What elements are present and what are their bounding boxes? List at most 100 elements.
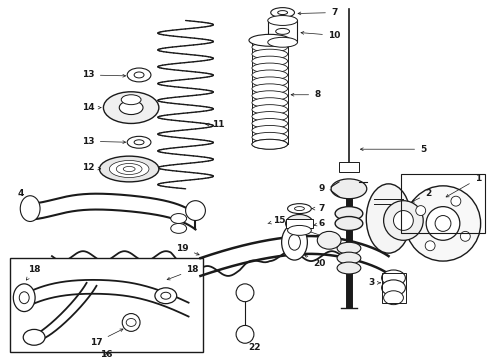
Ellipse shape bbox=[171, 224, 187, 233]
Text: 11: 11 bbox=[206, 120, 224, 129]
Ellipse shape bbox=[382, 280, 405, 296]
Ellipse shape bbox=[337, 262, 361, 274]
Ellipse shape bbox=[99, 156, 159, 182]
Text: 7: 7 bbox=[312, 204, 324, 213]
Ellipse shape bbox=[252, 125, 288, 135]
Ellipse shape bbox=[252, 35, 288, 45]
Bar bbox=[268, 21, 297, 42]
Text: 4: 4 bbox=[17, 189, 30, 206]
Text: 6: 6 bbox=[314, 219, 324, 228]
Text: 7: 7 bbox=[298, 8, 337, 17]
Text: 15: 15 bbox=[268, 216, 286, 225]
Text: 20: 20 bbox=[305, 255, 325, 267]
Ellipse shape bbox=[335, 207, 363, 220]
Ellipse shape bbox=[134, 140, 144, 145]
Ellipse shape bbox=[382, 270, 405, 286]
Ellipse shape bbox=[268, 15, 297, 26]
Text: 12: 12 bbox=[82, 162, 101, 171]
Ellipse shape bbox=[116, 163, 142, 175]
Ellipse shape bbox=[252, 77, 288, 87]
Ellipse shape bbox=[317, 231, 341, 249]
Ellipse shape bbox=[20, 196, 40, 221]
Text: 18: 18 bbox=[26, 265, 40, 280]
Text: 21: 21 bbox=[288, 222, 326, 238]
Circle shape bbox=[416, 206, 426, 216]
Ellipse shape bbox=[276, 28, 290, 34]
Circle shape bbox=[393, 211, 413, 230]
Circle shape bbox=[435, 216, 451, 231]
Ellipse shape bbox=[286, 215, 313, 232]
Text: 8: 8 bbox=[291, 90, 320, 99]
Text: 16: 16 bbox=[100, 350, 113, 359]
Ellipse shape bbox=[289, 234, 300, 250]
Ellipse shape bbox=[335, 216, 363, 230]
Bar bbox=[401, 174, 485, 233]
Ellipse shape bbox=[252, 42, 288, 52]
Ellipse shape bbox=[171, 213, 187, 224]
Text: 2: 2 bbox=[412, 189, 431, 202]
Text: 13: 13 bbox=[82, 137, 125, 146]
Bar bbox=[339, 162, 359, 172]
Ellipse shape bbox=[252, 70, 288, 80]
Ellipse shape bbox=[278, 10, 288, 14]
Ellipse shape bbox=[134, 72, 144, 78]
Ellipse shape bbox=[288, 204, 311, 213]
Ellipse shape bbox=[252, 139, 288, 149]
Ellipse shape bbox=[252, 91, 288, 101]
Ellipse shape bbox=[252, 139, 288, 149]
Circle shape bbox=[236, 284, 254, 302]
Ellipse shape bbox=[252, 118, 288, 129]
Text: 9: 9 bbox=[318, 184, 336, 193]
Ellipse shape bbox=[103, 92, 159, 123]
Ellipse shape bbox=[252, 56, 288, 66]
Text: 10: 10 bbox=[301, 31, 340, 40]
Ellipse shape bbox=[367, 184, 411, 253]
Ellipse shape bbox=[121, 95, 141, 105]
Text: 22: 22 bbox=[247, 340, 261, 352]
Ellipse shape bbox=[252, 112, 288, 121]
Ellipse shape bbox=[282, 224, 307, 260]
Ellipse shape bbox=[384, 291, 403, 305]
Ellipse shape bbox=[331, 179, 367, 199]
Ellipse shape bbox=[252, 132, 288, 142]
Ellipse shape bbox=[337, 242, 361, 254]
Text: 18: 18 bbox=[167, 265, 199, 280]
Circle shape bbox=[405, 186, 481, 261]
Bar bbox=[382, 273, 406, 303]
Text: 14: 14 bbox=[82, 103, 101, 112]
Text: 3: 3 bbox=[368, 278, 380, 287]
Bar bbox=[10, 258, 203, 352]
Circle shape bbox=[425, 241, 435, 251]
Ellipse shape bbox=[252, 63, 288, 73]
Ellipse shape bbox=[123, 166, 135, 172]
Circle shape bbox=[122, 314, 140, 331]
Ellipse shape bbox=[119, 101, 143, 114]
Ellipse shape bbox=[13, 284, 35, 311]
Ellipse shape bbox=[23, 329, 45, 345]
Ellipse shape bbox=[155, 288, 177, 303]
Bar bbox=[286, 219, 313, 228]
Ellipse shape bbox=[252, 105, 288, 114]
Ellipse shape bbox=[288, 225, 311, 235]
Ellipse shape bbox=[271, 8, 294, 18]
Text: 1: 1 bbox=[446, 174, 481, 197]
Ellipse shape bbox=[109, 161, 149, 177]
Ellipse shape bbox=[127, 68, 151, 82]
Ellipse shape bbox=[252, 84, 288, 94]
Ellipse shape bbox=[249, 34, 291, 46]
Text: 5: 5 bbox=[361, 145, 426, 154]
Ellipse shape bbox=[19, 292, 29, 303]
Ellipse shape bbox=[294, 207, 304, 211]
Ellipse shape bbox=[161, 292, 171, 299]
Circle shape bbox=[236, 325, 254, 343]
Text: 13: 13 bbox=[82, 71, 125, 80]
Ellipse shape bbox=[126, 319, 136, 327]
Circle shape bbox=[460, 231, 470, 241]
Circle shape bbox=[384, 201, 423, 240]
Text: 17: 17 bbox=[90, 329, 123, 347]
Ellipse shape bbox=[252, 98, 288, 108]
Ellipse shape bbox=[337, 252, 361, 264]
Ellipse shape bbox=[252, 49, 288, 59]
Circle shape bbox=[426, 207, 460, 240]
Text: 19: 19 bbox=[176, 244, 199, 255]
